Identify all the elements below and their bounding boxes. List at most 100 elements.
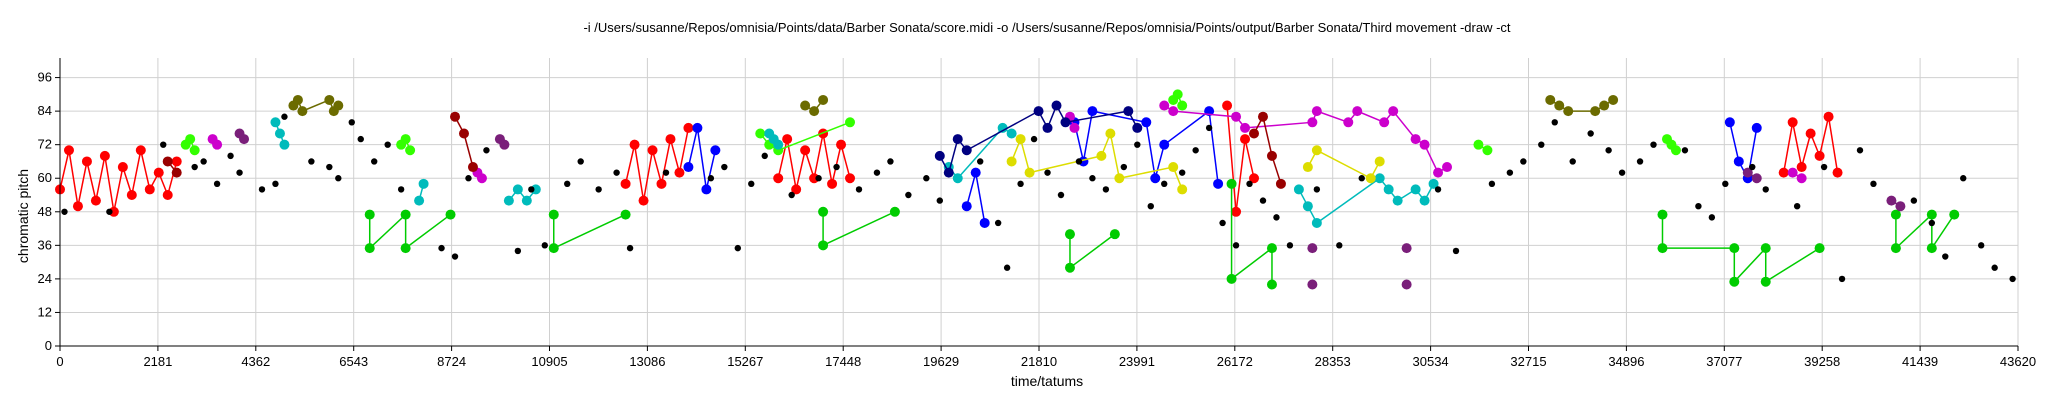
series-connector <box>1729 122 1740 162</box>
data-point <box>1796 162 1807 173</box>
data-point <box>1506 169 1514 176</box>
data-point <box>905 191 912 199</box>
series-connector <box>1092 110 1147 124</box>
series-connector <box>1235 138 1246 212</box>
data-point <box>191 163 198 171</box>
data-point <box>1060 117 1071 128</box>
data-point <box>613 169 620 176</box>
data-point <box>1374 173 1385 184</box>
data-point <box>1123 106 1134 117</box>
data-point <box>1042 122 1053 133</box>
data-point <box>297 106 308 117</box>
data-point <box>818 240 829 251</box>
data-point <box>1075 158 1083 165</box>
data-point <box>1910 197 1918 204</box>
data-point <box>1787 117 1798 128</box>
data-point <box>1636 158 1644 165</box>
data-point <box>1168 162 1179 173</box>
data-point <box>324 94 335 105</box>
data-point <box>970 167 981 178</box>
data-point <box>1286 242 1294 249</box>
data-point <box>1428 178 1439 189</box>
data-point <box>721 163 728 171</box>
data-point <box>1231 206 1242 217</box>
series-connector <box>1109 133 1121 179</box>
data-point <box>1554 100 1565 111</box>
series-connector <box>1065 110 1129 124</box>
data-point <box>1650 141 1657 148</box>
data-point <box>1102 186 1110 193</box>
data-point <box>1266 279 1277 290</box>
data-point <box>1838 275 1846 283</box>
data-point <box>333 100 344 111</box>
data-series <box>55 89 2016 290</box>
x-axis-title: time/tatums <box>1011 373 1083 389</box>
data-point <box>1266 243 1277 254</box>
y-tick-label: 24 <box>38 271 52 286</box>
series-purple <box>234 128 1906 290</box>
data-point <box>1161 180 1168 188</box>
data-point <box>308 158 315 165</box>
data-point <box>512 184 523 195</box>
series-connector <box>660 138 672 184</box>
data-point <box>1538 141 1545 148</box>
data-point <box>1150 173 1161 184</box>
data-point <box>1787 167 1798 178</box>
data-point <box>1695 202 1702 210</box>
data-point <box>1419 195 1430 206</box>
y-tick-labels: 0 12 24 36 48 60 72 84 96 <box>38 70 52 353</box>
series-connector <box>1316 110 1349 124</box>
data-point <box>1030 135 1038 143</box>
data-point <box>106 208 113 215</box>
series-red <box>55 100 1843 217</box>
data-point <box>595 186 602 193</box>
series-connector <box>1791 122 1803 168</box>
data-point <box>1057 191 1065 199</box>
data-point <box>1608 94 1619 105</box>
data-point <box>1017 180 1024 188</box>
data-point <box>833 163 840 171</box>
data-point <box>800 145 811 156</box>
data-point <box>1832 167 1843 178</box>
data-point <box>371 158 378 165</box>
data-point <box>815 175 822 182</box>
data-point <box>1177 100 1188 111</box>
data-point <box>1226 273 1237 284</box>
data-point <box>1724 117 1735 128</box>
data-point <box>1890 209 1901 220</box>
data-point <box>845 117 856 128</box>
series-connector <box>651 150 663 185</box>
data-point <box>405 145 416 156</box>
series-connector <box>104 155 115 212</box>
data-point <box>200 158 207 165</box>
data-point <box>979 217 990 228</box>
data-point <box>1379 117 1390 128</box>
series-magenta <box>207 100 1807 184</box>
data-point <box>414 195 425 206</box>
x-tick-label: 41439 <box>1902 354 1938 369</box>
data-point <box>889 206 900 217</box>
data-point <box>153 167 164 178</box>
data-point <box>1311 106 1322 117</box>
series-connector <box>77 161 88 207</box>
data-point <box>1266 150 1277 161</box>
series-black <box>61 113 2016 283</box>
data-point <box>438 244 445 252</box>
data-point <box>683 122 694 133</box>
data-point <box>1205 124 1213 132</box>
data-point <box>81 156 92 167</box>
data-point <box>1856 147 1864 154</box>
series-connector <box>974 172 986 224</box>
series-connector <box>131 150 142 196</box>
data-point <box>270 117 281 128</box>
series-connector <box>1029 155 1102 174</box>
series-connector <box>1173 110 1237 118</box>
data-point <box>1657 209 1668 220</box>
y-tick-label: 0 <box>45 338 52 353</box>
data-point <box>1482 145 1493 156</box>
series-connector <box>678 127 690 173</box>
data-point <box>1991 264 1998 271</box>
data-point <box>1249 173 1260 184</box>
data-point <box>1618 169 1626 176</box>
data-point <box>272 180 279 188</box>
